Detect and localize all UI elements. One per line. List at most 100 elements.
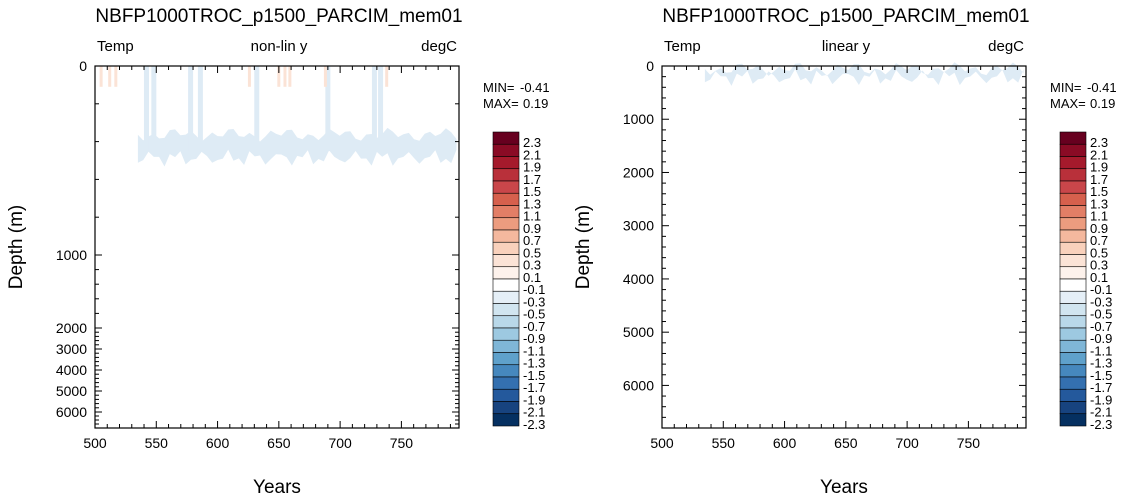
colorbar-swatch <box>1059 205 1087 219</box>
data-band-1 <box>137 127 457 167</box>
max-label: MAX= <box>483 96 519 111</box>
data-column-8 <box>378 66 384 152</box>
colorbar-swatch <box>492 327 520 341</box>
colorbar-swatch <box>492 266 520 280</box>
x-axis-title: Years <box>820 477 868 498</box>
colorbar-swatch <box>492 143 520 157</box>
y-axis: 0 1000 2000 3000 4000 5000 6000 <box>56 58 459 429</box>
colorbar-label: -1.9 <box>523 392 545 407</box>
colorbar-swatch <box>492 413 520 427</box>
y-tick-label: 0 <box>646 58 654 74</box>
data-field <box>99 66 457 167</box>
colorbar-swatch <box>1059 217 1087 231</box>
data-streak-7 <box>288 66 292 87</box>
colorbar-swatch <box>492 290 520 304</box>
subtitle-center: linear y <box>822 38 871 55</box>
colorbar-swatch <box>1059 168 1087 182</box>
colorbar-swatch <box>1059 192 1087 206</box>
colorbar-swatch <box>1059 327 1087 341</box>
x-tick-label: 550 <box>145 435 169 451</box>
colorbar-label: 2.1 <box>523 147 541 162</box>
colorbar-label: -0.5 <box>523 307 545 322</box>
chart-title: NBFP1000TROC_p1500_PARCIM_mem01 <box>95 6 462 27</box>
data-streak-9 <box>385 66 389 87</box>
colorbar-swatch <box>492 388 520 402</box>
colorbar-swatch <box>1059 364 1087 378</box>
colorbar-label: 0.1 <box>1090 270 1108 285</box>
colorbar-swatch <box>1059 229 1087 243</box>
colorbar-swatch <box>1059 241 1087 255</box>
colorbar-label: -1.5 <box>1090 368 1112 383</box>
data-column-4 <box>197 66 203 152</box>
colorbar-label: -1.3 <box>523 356 545 371</box>
colorbar-swatch <box>492 352 520 366</box>
colorbar-swatch <box>1059 254 1087 268</box>
colorbar-label: -0.3 <box>523 294 545 309</box>
colorbar-swatch <box>1059 266 1087 280</box>
min-value: -0.41 <box>1087 80 1117 95</box>
colorbar-swatch <box>492 205 520 219</box>
data-column-2 <box>151 66 157 152</box>
colorbar-swatch <box>1059 180 1087 194</box>
x-tick-label: 550 <box>712 435 736 451</box>
colorbar-label: -0.1 <box>523 282 545 297</box>
y-tick-label: 6000 <box>56 404 87 420</box>
colorbar: 2.32.11.91.71.51.31.10.90.70.50.30.1-0.1… <box>492 131 545 432</box>
colorbar-label: -0.7 <box>523 319 545 334</box>
colorbar-label: -0.1 <box>1090 282 1112 297</box>
colorbar-label: 1.7 <box>523 172 541 187</box>
x-tick-label: 500 <box>83 435 107 451</box>
colorbar-swatch <box>1059 388 1087 402</box>
y-axis-title: Depth (m) <box>573 205 594 289</box>
subtitle-left: Temp <box>664 38 701 55</box>
colorbar-swatch <box>492 156 520 170</box>
colorbar-swatch <box>492 168 520 182</box>
colorbar-swatch <box>492 315 520 329</box>
colorbar-label: 1.5 <box>1090 184 1108 199</box>
plot-frame <box>94 65 460 429</box>
colorbar-label: 1.9 <box>1090 160 1108 175</box>
y-tick-label: 2000 <box>623 164 654 180</box>
x-tick-label: 600 <box>206 435 230 451</box>
colorbar-label: -2.1 <box>1090 405 1112 420</box>
y-tick-label: 5000 <box>56 383 87 399</box>
colorbar-label: -1.9 <box>1090 392 1112 407</box>
colorbar-label: -1.1 <box>1090 343 1112 358</box>
colorbar-label: 1.3 <box>523 196 541 211</box>
colorbar-label: 2.3 <box>1090 135 1108 150</box>
colorbar-swatch <box>492 254 520 268</box>
data-band-1 <box>704 62 1024 86</box>
data-streak-5 <box>277 66 281 87</box>
x-tick-label: 750 <box>957 435 981 451</box>
colorbar-swatch <box>492 303 520 317</box>
data-streak-3 <box>114 66 118 87</box>
colorbar-label: 2.1 <box>1090 147 1108 162</box>
colorbar-swatch <box>1059 290 1087 304</box>
colorbar-swatch <box>492 364 520 378</box>
colorbar-swatch <box>492 192 520 206</box>
data-streak-6 <box>283 66 287 87</box>
x-tick-label: 700 <box>895 435 919 451</box>
colorbar-swatch <box>492 180 520 194</box>
x-tick-label: 650 <box>267 435 291 451</box>
colorbar-label: -0.9 <box>523 331 545 346</box>
y-tick-label: 1000 <box>56 247 87 263</box>
colorbar-label: -2.3 <box>1090 417 1112 432</box>
colorbar-swatch <box>492 241 520 255</box>
x-axis: 500 550 600 650 700 750 <box>83 66 451 451</box>
colorbar-swatch <box>1059 413 1087 427</box>
subtitle-left: Temp <box>97 38 134 55</box>
data-streak-8 <box>323 66 327 87</box>
colorbar-label: 1.7 <box>1090 172 1108 187</box>
colorbar-label: 2.3 <box>523 135 541 150</box>
colorbar-swatch <box>492 376 520 390</box>
chart-panel-2: 500 550 600 650 700 750 Years 0 1000 2000 3000 4000… <box>573 6 1117 498</box>
x-tick-label: 500 <box>650 435 674 451</box>
colorbar-swatch <box>1059 401 1087 415</box>
x-axis-title: Years <box>253 477 301 498</box>
y-tick-label: 4000 <box>56 362 87 378</box>
data-streak-4 <box>247 66 251 87</box>
colorbar-label: -0.9 <box>1090 331 1112 346</box>
colorbar-swatch <box>492 229 520 243</box>
